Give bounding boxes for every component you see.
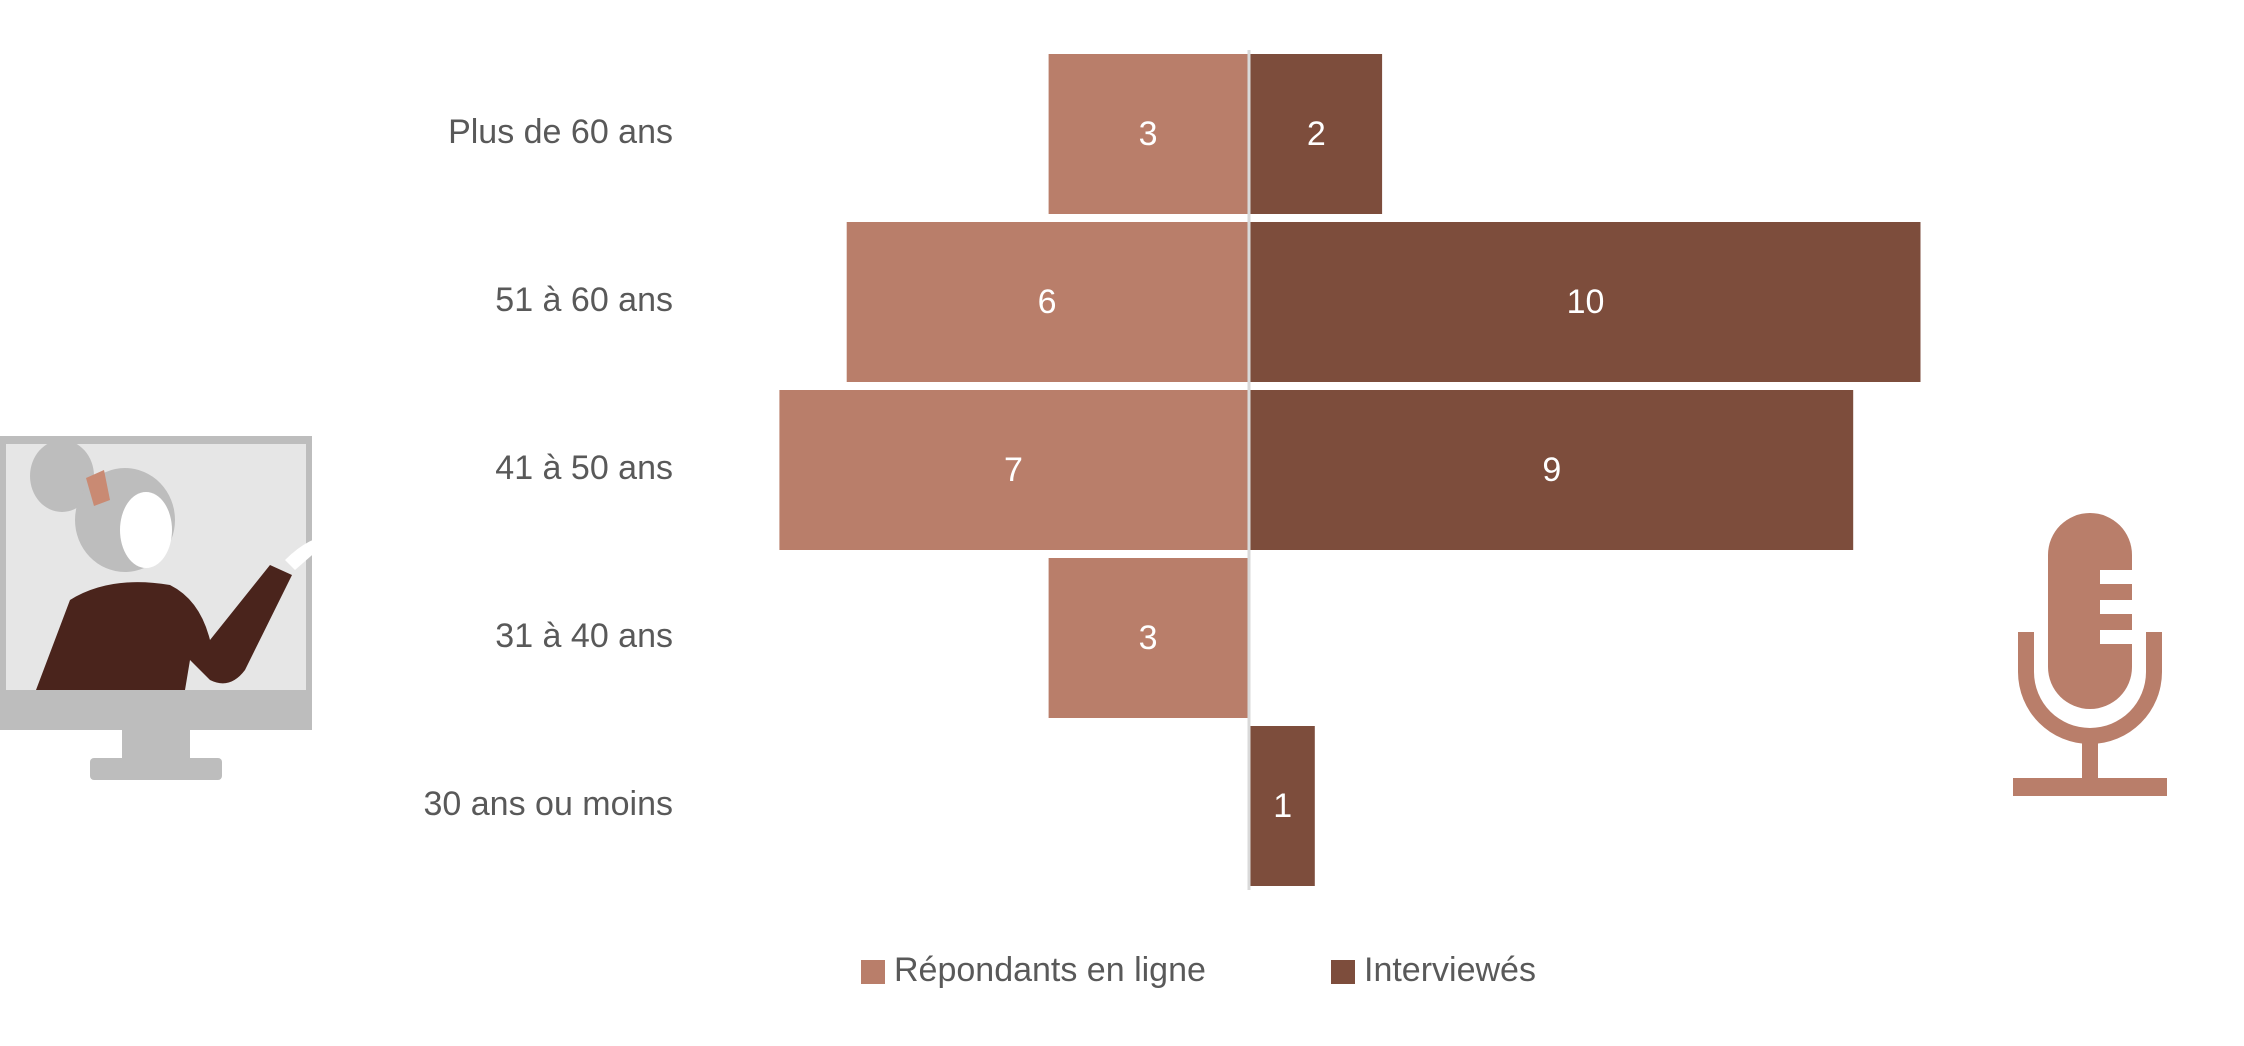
value-label: 10: [1567, 283, 1605, 321]
legend-swatch: [861, 960, 885, 984]
category-label: 30 ans ou moins: [424, 785, 674, 823]
bar: [1045, 555, 1251, 721]
category-label: Plus de 60 ans: [448, 113, 673, 151]
bar: [1247, 387, 1857, 553]
category-label: 31 à 40 ans: [495, 617, 673, 655]
bar: [1247, 51, 1386, 217]
bar: [1247, 219, 1924, 385]
legend-swatch: [1331, 960, 1355, 984]
category-label: 41 à 50 ans: [495, 449, 673, 487]
value-label: 7: [1004, 451, 1023, 489]
bar: [843, 219, 1251, 385]
value-label: 9: [1542, 451, 1561, 489]
value-label: 2: [1307, 115, 1326, 153]
category-label: 51 à 60 ans: [495, 281, 673, 319]
value-label: 3: [1139, 619, 1158, 657]
monitor-illustration: [0, 436, 335, 780]
bar: [776, 387, 1251, 553]
microphone-icon: [2013, 513, 2167, 796]
legend-label: Interviewés: [1364, 951, 1536, 989]
plot-area: Plus de 60 ans 3 2 51 à 60 ans 6 10 41 à 50 an…: [424, 51, 1924, 989]
legend-label: Répondants en ligne: [894, 951, 1206, 989]
bar: [1045, 51, 1251, 217]
value-label: 1: [1273, 787, 1292, 825]
value-label: 3: [1139, 115, 1158, 153]
value-label: 6: [1038, 283, 1057, 321]
